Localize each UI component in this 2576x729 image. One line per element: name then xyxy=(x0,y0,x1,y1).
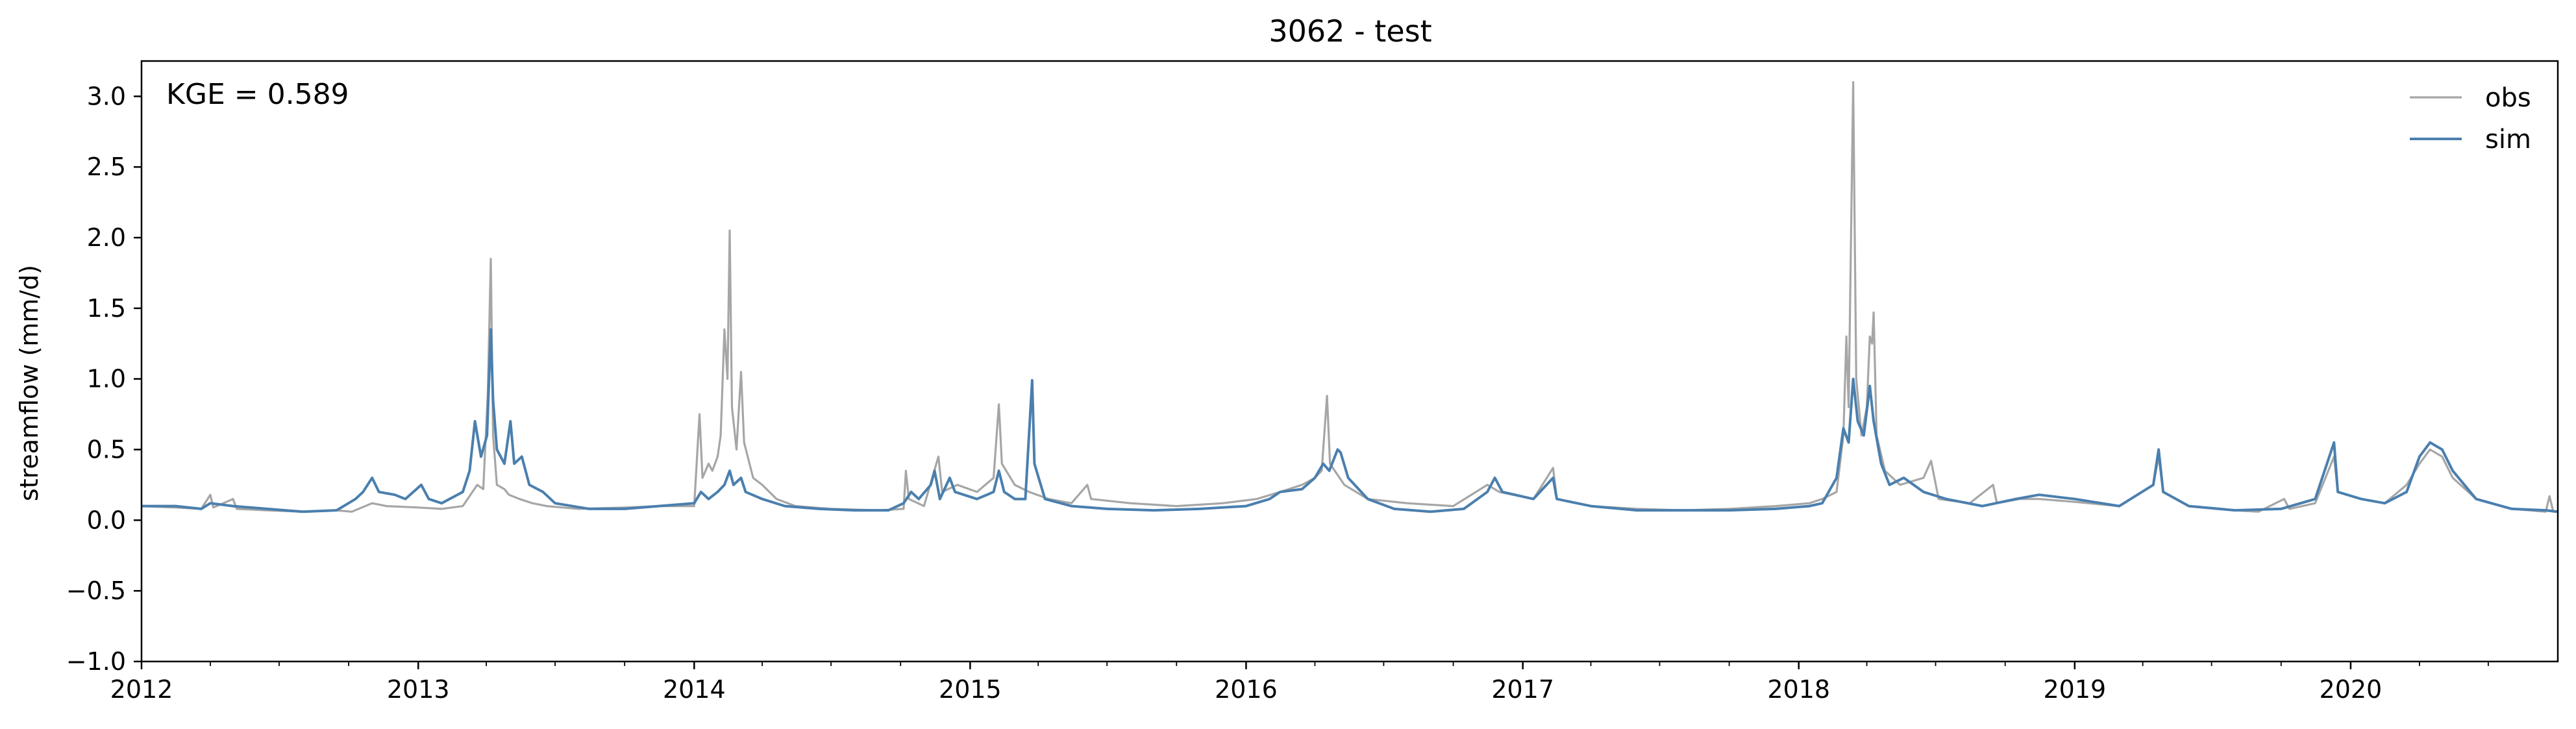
legend: obs sim xyxy=(2410,83,2531,154)
y-tick-label: 1.0 xyxy=(87,365,126,393)
y-tick-label: −1.0 xyxy=(66,647,126,676)
y-axis: −1.0 −0.5 0.0 0.5 1.0 1.5 2.0 2.5 3.0 xyxy=(66,82,142,676)
x-tick-label: 2015 xyxy=(939,675,1002,704)
legend-label-sim: sim xyxy=(2485,125,2531,154)
x-tick-label: 2019 xyxy=(2043,675,2106,704)
x-tick-label: 2012 xyxy=(110,675,173,704)
chart-title: 3062 - test xyxy=(1269,14,1431,49)
plot-frame xyxy=(140,60,2559,663)
y-tick-label: 0.0 xyxy=(87,506,126,534)
x-tick-label: 2017 xyxy=(1491,675,1554,704)
y-tick-label: 0.5 xyxy=(87,436,126,464)
series-line-sim xyxy=(142,328,2558,513)
y-tick-label: 2.0 xyxy=(87,223,126,252)
y-tick-label: −0.5 xyxy=(66,576,126,605)
x-tick-label: 2016 xyxy=(1215,675,1278,704)
x-tick-label: 2020 xyxy=(2320,675,2383,704)
x-axis: 2012 2013 2014 2015 2016 2017 2018 2019 2020 xyxy=(110,661,2489,704)
y-axis-label: streamflow (mm/d) xyxy=(15,265,43,501)
kge-annotation: KGE = 0.589 xyxy=(166,78,349,111)
x-tick-label: 2013 xyxy=(387,675,450,704)
x-tick-label: 2014 xyxy=(663,675,726,704)
y-tick-label: 3.0 xyxy=(87,82,126,110)
series-layer xyxy=(142,81,2558,513)
y-tick-label: 1.5 xyxy=(87,294,126,323)
y-tick-label: 2.5 xyxy=(87,153,126,181)
legend-label-obs: obs xyxy=(2485,83,2531,113)
x-tick-label: 2018 xyxy=(1767,675,1830,704)
